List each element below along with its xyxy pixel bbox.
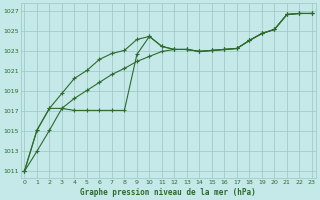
- X-axis label: Graphe pression niveau de la mer (hPa): Graphe pression niveau de la mer (hPa): [80, 188, 256, 197]
